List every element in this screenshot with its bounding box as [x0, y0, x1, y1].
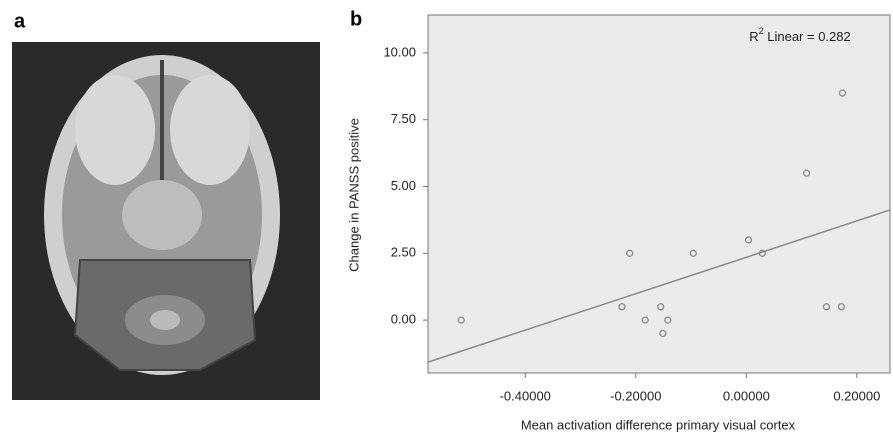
- y-tick-label: 0.00: [391, 312, 416, 327]
- panel-label: a: [14, 10, 26, 32]
- x-tick-label: -0.20000: [610, 388, 661, 403]
- y-tick-label: 2.50: [391, 245, 416, 260]
- x-tick-label: 0.00000: [723, 388, 770, 403]
- annotation: R2 Linear = 0.282: [749, 26, 851, 44]
- y-tick-label: 5.00: [391, 178, 416, 193]
- panel-label: b: [350, 8, 362, 30]
- brain-image: [12, 42, 320, 400]
- plot-area: [428, 15, 890, 373]
- annotation-rest: Linear = 0.282: [764, 29, 851, 44]
- x-tick-label: -0.40000: [500, 388, 551, 403]
- x-axis-label: Mean activation difference primary visua…: [521, 417, 796, 432]
- x-tick-label: 0.20000: [833, 388, 880, 403]
- annotation-base: R: [749, 29, 758, 44]
- figure: a b R2 Linear = 0.282 Mean activation di…: [0, 0, 893, 438]
- y-axis-label: Change in PANSS positive: [346, 118, 361, 272]
- y-tick-label: 7.50: [391, 111, 416, 126]
- y-tick-label: 10.00: [383, 44, 416, 59]
